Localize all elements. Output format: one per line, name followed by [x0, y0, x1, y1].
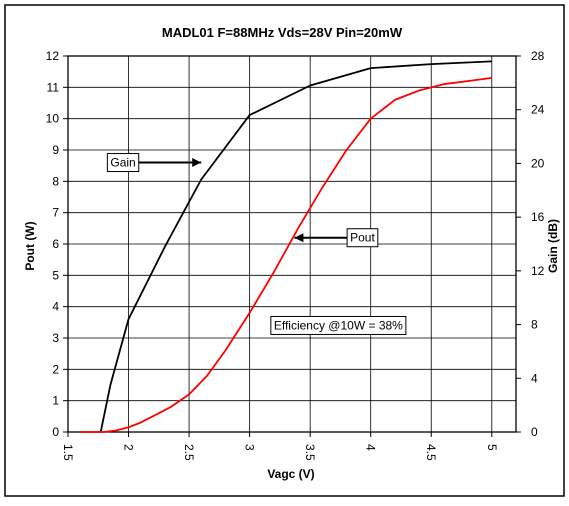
- y-tick-label: 1: [52, 394, 59, 408]
- y-tick-label: 11: [47, 80, 60, 94]
- y2-tick-label: 8: [531, 318, 538, 332]
- y-tick-label: 6: [52, 237, 59, 251]
- y2-tick-label: 4: [531, 371, 538, 385]
- y-tick-label: 8: [52, 174, 59, 188]
- annotation-efficiency-box: [270, 315, 407, 335]
- x-tick-label: 4: [364, 444, 378, 451]
- y-tick-label: 2: [52, 362, 59, 376]
- annotation-pout-arrow-head: [294, 233, 304, 243]
- y-axis-label-left: Pout (W): [23, 221, 37, 270]
- y-tick-label: 4: [52, 300, 59, 314]
- y-tick-label: 7: [52, 206, 59, 220]
- x-tick-label: 1.5: [61, 444, 75, 461]
- annotation-efficiency-text: Efficiency @10W = 38%: [274, 318, 403, 332]
- series-line-pout: [80, 77, 492, 433]
- y-tick-label: 12: [46, 49, 60, 63]
- y-tick-label: 5: [52, 268, 59, 282]
- annotation-gain-text: Gain: [110, 156, 135, 170]
- x-tick-label: 4.5: [424, 444, 438, 461]
- figure-frame: [4, 4, 565, 497]
- annotation-pout-text: Pout: [350, 231, 375, 245]
- x-tick-label: 3.5: [303, 444, 317, 461]
- x-tick-label: 2: [122, 444, 136, 451]
- annotation-gain-arrow-head: [192, 158, 202, 168]
- y-tick-label: 9: [52, 143, 59, 157]
- x-axis-label: Vagc (V): [267, 467, 314, 481]
- y2-tick-label: 0: [531, 425, 538, 439]
- x-tick-label: 3: [243, 444, 257, 451]
- y2-tick-label: 16: [531, 210, 545, 224]
- y2-tick-label: 24: [531, 103, 545, 117]
- y-axis-label-right: Gain (dB): [546, 219, 560, 273]
- y-tick-label: 3: [52, 331, 59, 345]
- y2-tick-label: 12: [531, 264, 545, 278]
- x-tick-label: 5: [485, 444, 499, 451]
- x-tick-label: 2.5: [182, 444, 196, 461]
- y-tick-label: 0: [52, 425, 59, 439]
- y2-tick-label: 20: [531, 156, 545, 170]
- y2-tick-label: 28: [531, 49, 545, 63]
- series-line-gain: [99, 60, 492, 433]
- chart-title: MADL01 F=88MHz Vds=28V Pin=20mW: [162, 25, 403, 40]
- y-tick-label: 10: [46, 112, 60, 126]
